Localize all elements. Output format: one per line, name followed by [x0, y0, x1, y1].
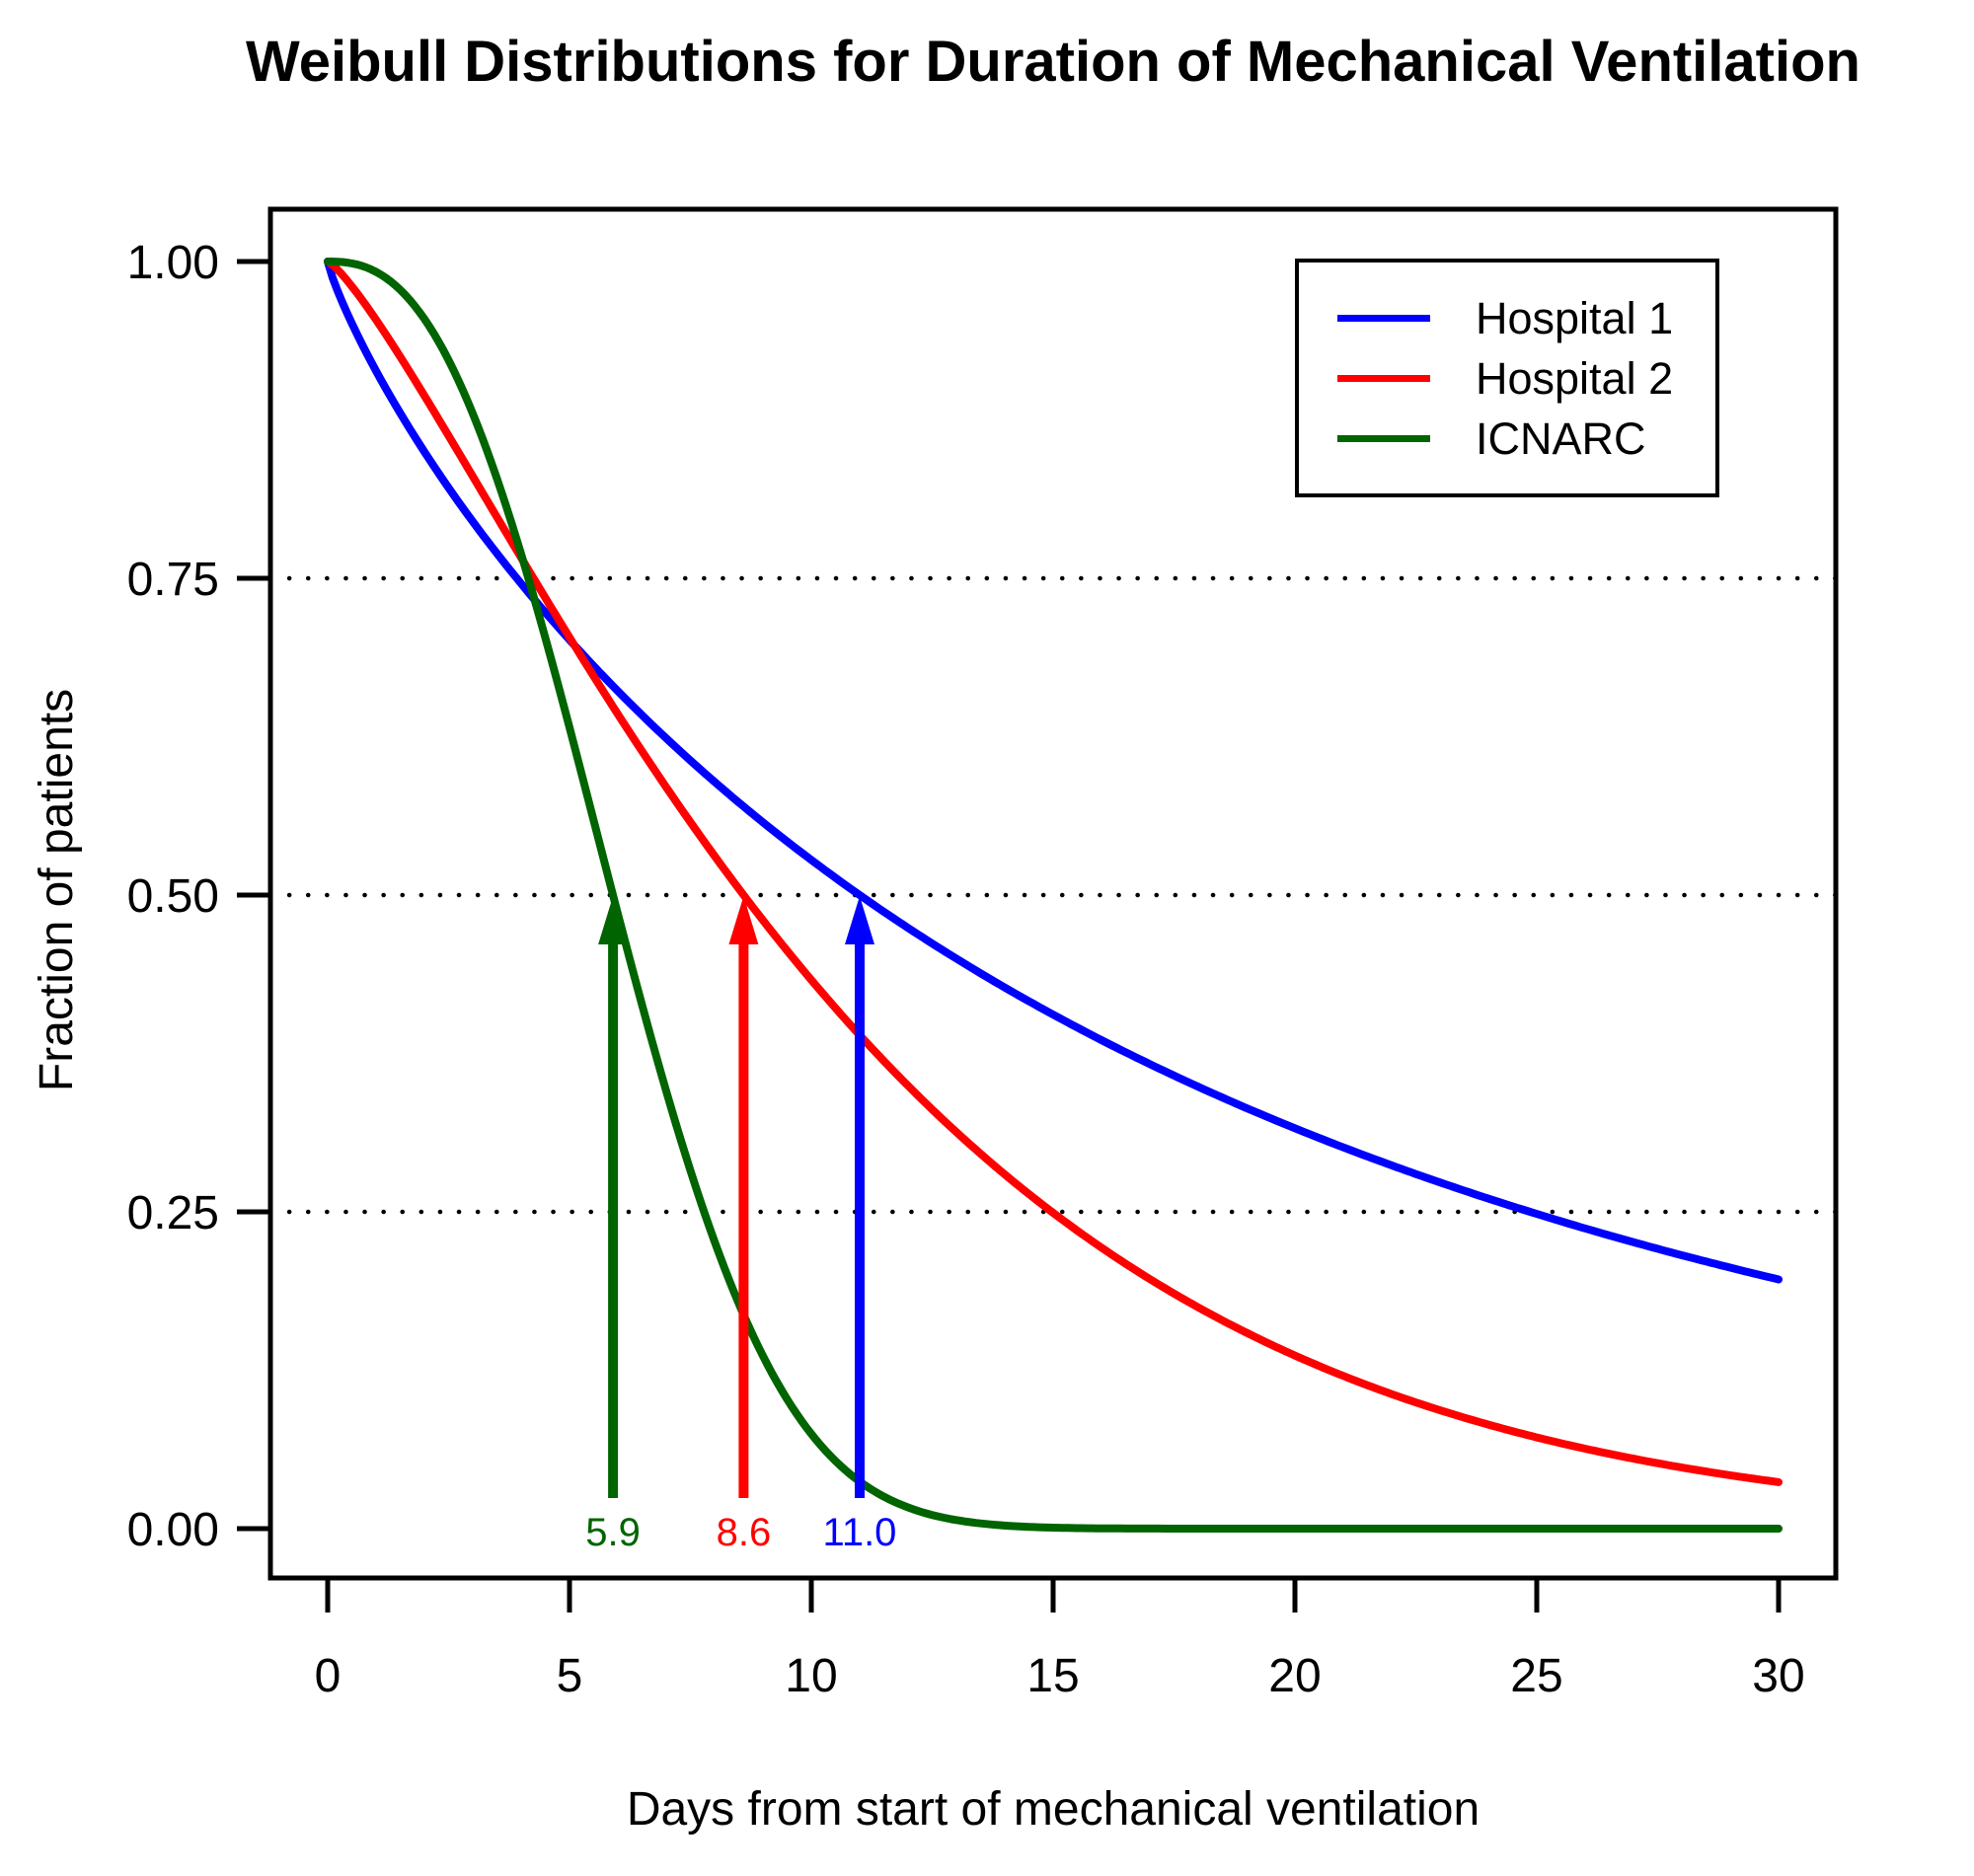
x-tick-label-30: 30: [1752, 1650, 1804, 1702]
legend-line-sample-icnarc: [1337, 434, 1430, 442]
median-arrowhead-5.9: [598, 896, 629, 944]
legend-label-hospital-2: Hospital 2: [1476, 352, 1674, 404]
x-axis-title: Days from start of mechanical ventilatio…: [626, 1783, 1480, 1836]
y-axis-title: Fraction of patients: [31, 688, 83, 1092]
median-arrows: 5.9 8.6 11.0: [585, 896, 896, 1554]
median-label-8.6: 8.6: [717, 1511, 772, 1554]
series-curve-icnarc: [324, 258, 1783, 1533]
gridlines: [267, 575, 1839, 1215]
x-tick-label-25: 25: [1510, 1650, 1562, 1702]
chart-title: Weibull Distributions for Duration of Me…: [246, 30, 1860, 94]
x-tick-label-10: 10: [785, 1650, 837, 1702]
y-tick-label-1.00: 1.00: [127, 237, 219, 289]
median-label-11.0: 11.0: [823, 1511, 897, 1554]
series-curve-hospital-2: [324, 258, 1783, 1486]
y-tick-label-0.00: 0.00: [127, 1504, 219, 1556]
x-tick-label-20: 20: [1268, 1650, 1321, 1702]
legend-box: Hospital 1 Hospital 2 ICNARC: [1295, 259, 1719, 497]
axis-ticks: [237, 259, 1782, 1613]
legend-item-hospital-1: Hospital 1: [1337, 292, 1715, 343]
series-curves: [324, 258, 1783, 1533]
legend-line-sample-hospital-2: [1337, 374, 1430, 382]
legend-label-icnarc: ICNARC: [1476, 413, 1646, 464]
legend-item-icnarc: ICNARC: [1337, 413, 1715, 464]
median-label-5.9: 5.9: [585, 1511, 641, 1554]
median-arrowhead-11.0: [845, 896, 874, 944]
median-arrowhead-8.6: [728, 896, 759, 944]
x-tick-label-5: 5: [557, 1650, 583, 1702]
y-tick-label-0.75: 0.75: [127, 554, 219, 606]
legend-item-hospital-2: Hospital 2: [1337, 352, 1715, 404]
y-tick-label-0.50: 0.50: [127, 870, 219, 923]
x-tick-label-15: 15: [1026, 1650, 1079, 1702]
legend-label-hospital-1: Hospital 1: [1476, 292, 1674, 343]
x-tick-label-0: 0: [315, 1650, 342, 1702]
axis-tick-labels: 0 5 10 15 20 25 30 0.00 0.25 0.50 0.75 1.00: [127, 237, 1805, 1702]
legend-line-sample-hospital-1: [1337, 314, 1430, 322]
y-tick-label-0.25: 0.25: [127, 1187, 219, 1239]
